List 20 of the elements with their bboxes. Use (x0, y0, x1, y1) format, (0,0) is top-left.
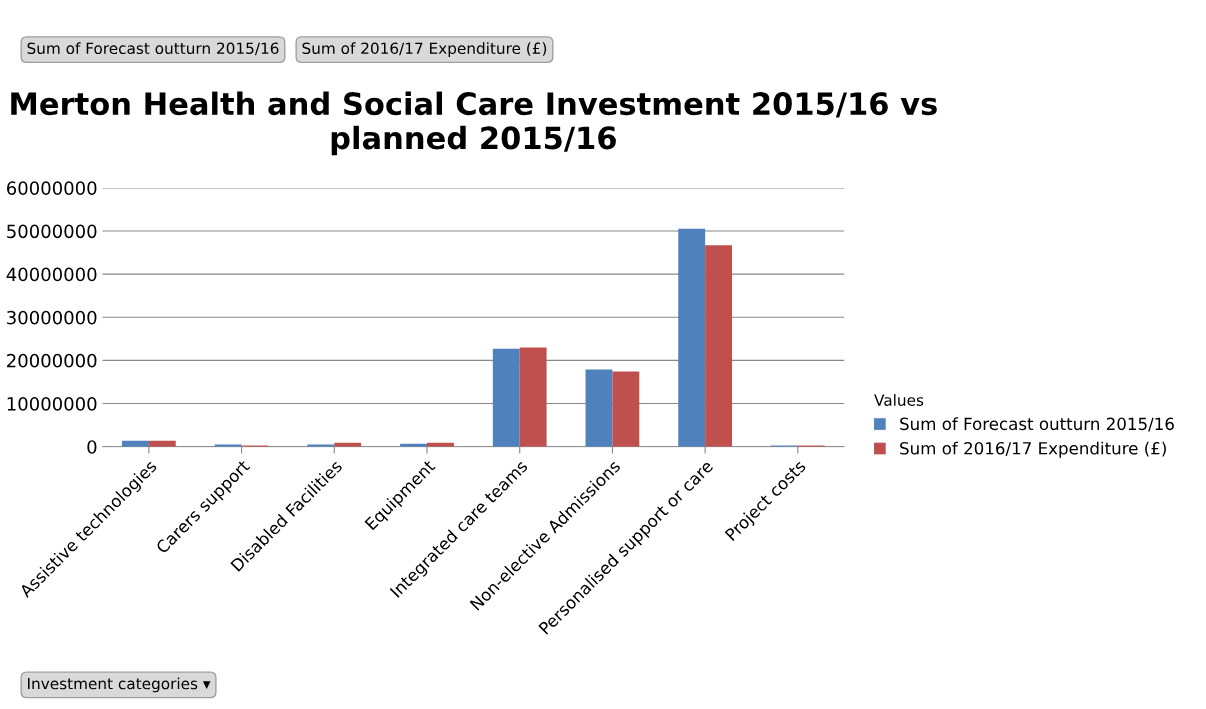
text: Sum of 2016/17 Expenditure (£) (302, 42, 547, 58)
y-tick-label: 60000000 (7, 181, 97, 195)
bar (705, 245, 733, 447)
y-tick-label: 50000000 (7, 224, 97, 239)
bar (585, 369, 613, 447)
legend-label: Sum of 2016/17 Expenditure (£) (900, 441, 1166, 458)
legend-label: Sum of Forecast outturn 2015/16 (900, 417, 1174, 432)
legend-title: Values (874, 394, 924, 406)
bar (678, 228, 706, 447)
y-tick-label: 40000000 (6, 267, 97, 282)
chart-title: Merton Health and Social Care Investment 2015/16 vs planned 2015/16 (11, 91, 937, 156)
bar (492, 348, 520, 447)
y-tick-label: 20000000 (7, 353, 97, 368)
y-tick-label: 0 (87, 440, 97, 454)
y-tick-label: 10000000 (7, 397, 97, 411)
bar (612, 371, 640, 447)
y-tick-label: 30000000 (7, 310, 97, 325)
text: Investment categories ▾ (28, 677, 211, 693)
text: Sum of Forecast outturn 2015/16 (27, 42, 279, 56)
bar (519, 347, 547, 447)
